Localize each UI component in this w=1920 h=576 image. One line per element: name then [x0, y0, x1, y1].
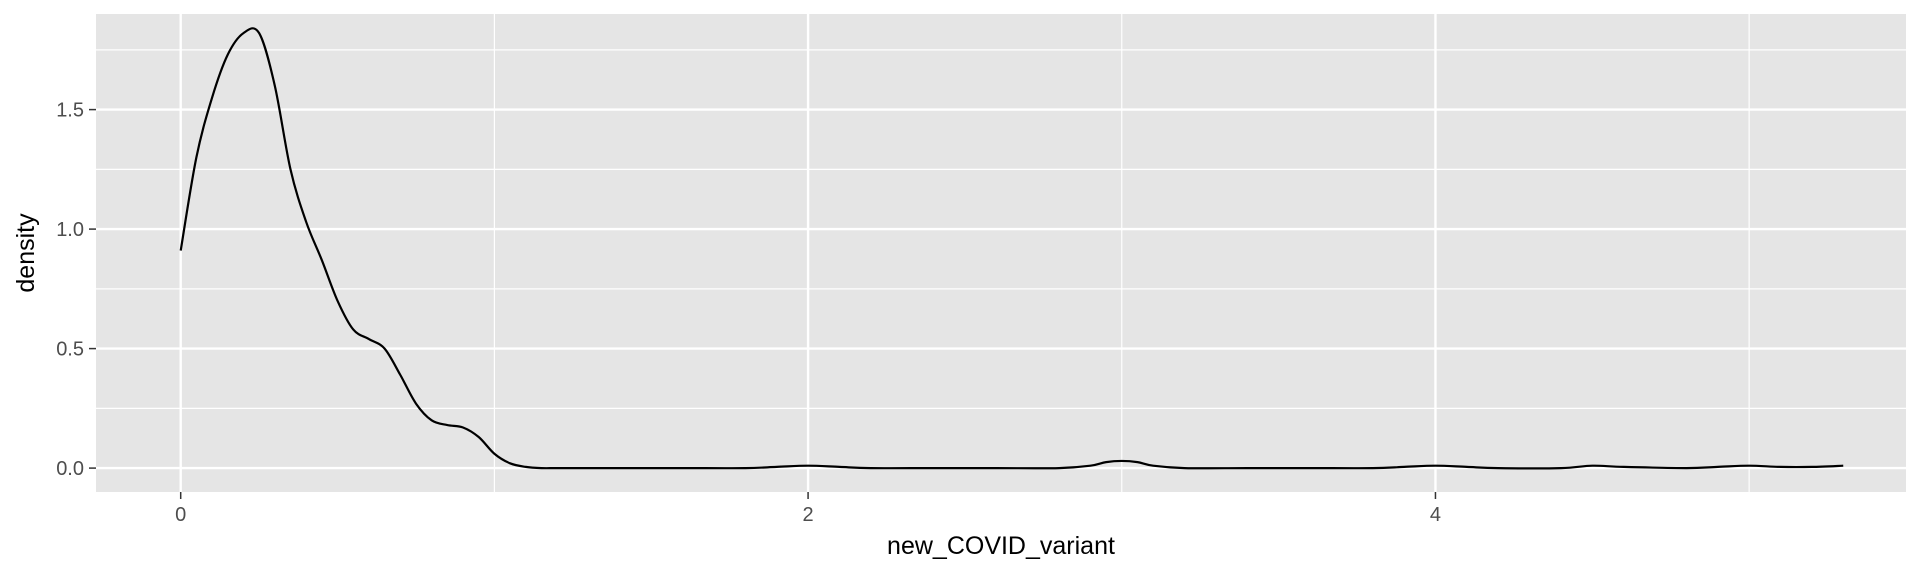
x-tick-label: 0	[175, 504, 186, 526]
major-gridlines	[96, 14, 1906, 492]
y-tick-label: 0.5	[56, 339, 84, 361]
density-curve	[179, 27, 1844, 470]
axis-ticks	[89, 108, 1437, 499]
plot-panel	[96, 14, 1906, 492]
y-tick-label: 1.5	[56, 100, 84, 122]
y-axis-title: density	[12, 213, 40, 293]
tick-labels: 0 2 4 0.0 0.5 1.0 1.5	[56, 100, 1441, 526]
y-tick-label: 1.0	[56, 219, 84, 241]
x-tick-label: 2	[803, 504, 814, 526]
y-tick-label: 0.0	[56, 458, 84, 480]
minor-gridlines	[96, 14, 1906, 492]
x-tick-label: 4	[1430, 504, 1441, 526]
x-axis-title: new_COVID_variant	[887, 532, 1115, 560]
